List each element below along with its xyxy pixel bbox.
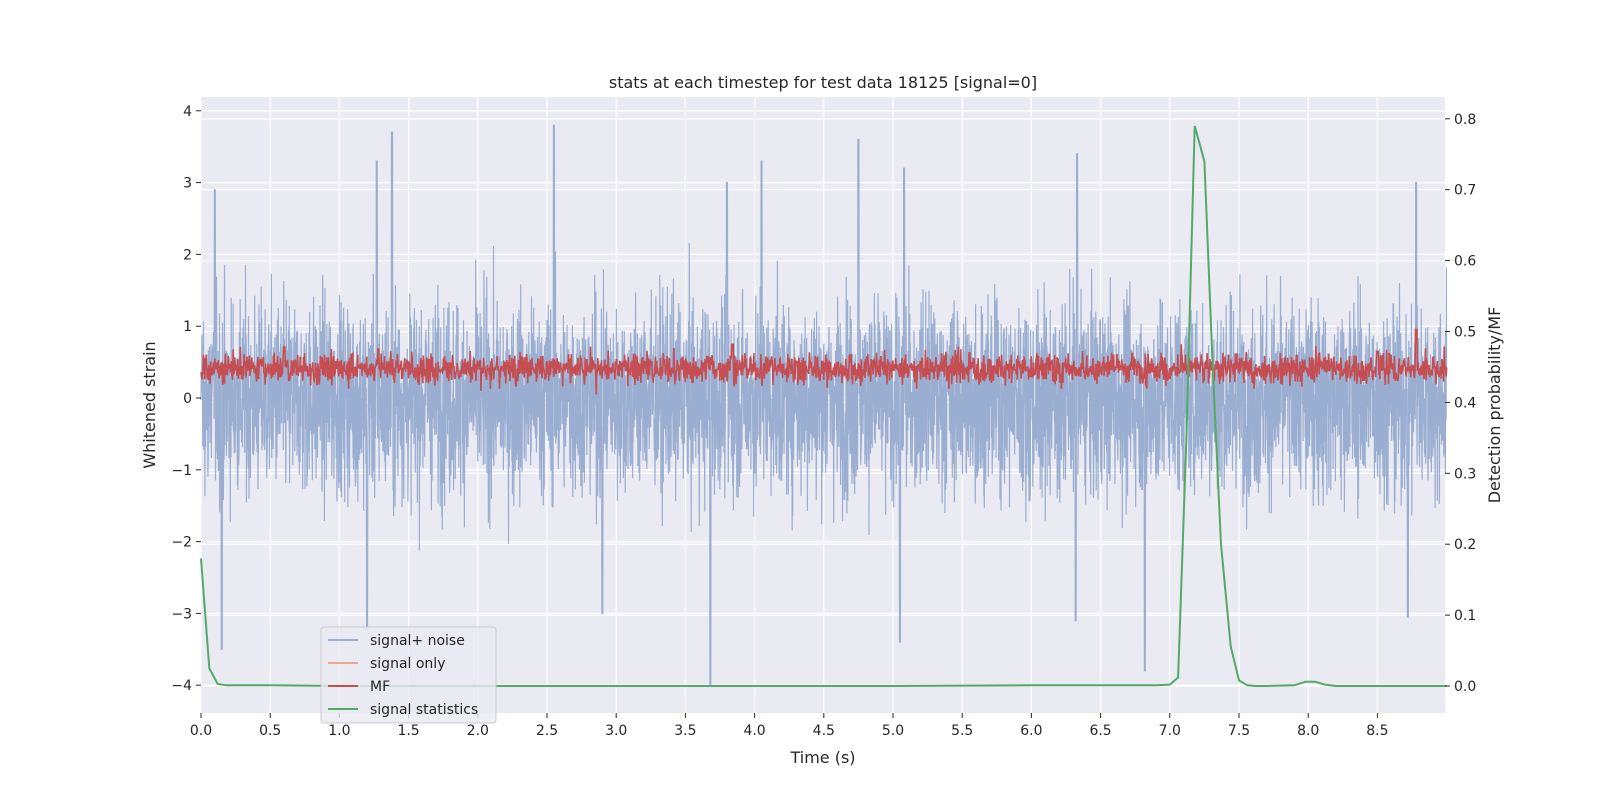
chart-title: stats at each timestep for test data 181… bbox=[609, 73, 1037, 92]
legend-label: MF bbox=[370, 679, 390, 695]
x-tick-label: 1.0 bbox=[328, 723, 350, 739]
y-tick-label: −4 bbox=[171, 678, 192, 694]
x-tick-label: 7.5 bbox=[1228, 723, 1250, 739]
series-layer bbox=[200, 124, 1448, 687]
legend-box bbox=[320, 626, 497, 724]
y-tick-label: −1 bbox=[171, 463, 192, 479]
y-tick-label: 3 bbox=[183, 176, 192, 192]
y2-tick-label: 0.7 bbox=[1454, 183, 1476, 199]
y-tick-label: −2 bbox=[171, 535, 192, 551]
legend-item-signal-only: signal only bbox=[328, 656, 445, 672]
x-tick-label: 2.0 bbox=[467, 723, 489, 739]
legend-item-signal-statistics: signal statistics bbox=[328, 702, 478, 718]
y-axis-title: Whitened strain bbox=[140, 341, 159, 468]
y2-tick-label: 0.4 bbox=[1454, 395, 1476, 411]
x-axis-title: Time (s) bbox=[789, 748, 855, 767]
x-tick-label: 0.5 bbox=[259, 723, 281, 739]
y2-tick-label: 0.6 bbox=[1454, 254, 1476, 270]
x-tick-label: 7.0 bbox=[1159, 723, 1181, 739]
x-tick-label: 3.0 bbox=[605, 723, 627, 739]
x-tick-label: 5.0 bbox=[882, 723, 904, 739]
legend-label: signal statistics bbox=[370, 702, 478, 718]
legend-label: signal+ noise bbox=[370, 633, 465, 649]
y-tick-label: 2 bbox=[183, 247, 192, 263]
y-tick-label: 4 bbox=[183, 104, 192, 120]
y2-tick-label: 0.1 bbox=[1454, 608, 1476, 624]
y2-tick-label: 0.2 bbox=[1454, 537, 1476, 553]
axes-layer: 0.0 0.5 1.0 1.5 2.0 2.5 3.0 3.5 4.0 4.5 5.0 5.5 6.0 6… bbox=[171, 104, 1476, 739]
x-tick-label: 8.5 bbox=[1366, 723, 1388, 739]
series-signal-noise bbox=[200, 124, 1448, 686]
series-mf bbox=[200, 328, 1448, 395]
legend-item-mf: MF bbox=[328, 679, 390, 695]
y-tick-label: 1 bbox=[183, 319, 192, 335]
x-tick-label: 2.5 bbox=[536, 723, 558, 739]
x-tick-label: 0.0 bbox=[190, 723, 212, 739]
y-tick-label: −3 bbox=[171, 606, 192, 622]
y2-tick-label: 0.5 bbox=[1454, 325, 1476, 341]
y2-tick-label: 0.0 bbox=[1454, 679, 1476, 695]
x-tick-label: 6.5 bbox=[1089, 723, 1111, 739]
y2-tick-label: 0.3 bbox=[1454, 466, 1476, 482]
x-tick-label: 1.5 bbox=[397, 723, 419, 739]
legend-label: signal only bbox=[370, 656, 445, 672]
x-tick-label: 5.5 bbox=[951, 723, 973, 739]
legend-item-signal-noise: signal+ noise bbox=[328, 633, 465, 649]
x-tick-label: 3.5 bbox=[674, 723, 696, 739]
x-tick-label: 8.0 bbox=[1297, 723, 1319, 739]
y2-tick-label: 0.8 bbox=[1454, 112, 1476, 128]
x-tick-label: 4.0 bbox=[743, 723, 765, 739]
x-tick-label: 6.0 bbox=[1020, 723, 1042, 739]
legend: signal+ noise signal only MF signal stat… bbox=[320, 626, 497, 724]
series-signal-statistics bbox=[200, 125, 1447, 687]
y-tick-label: 0 bbox=[183, 391, 192, 407]
y2-axis-title: Detection probability/MF bbox=[1485, 307, 1504, 504]
x-tick-label: 4.5 bbox=[813, 723, 835, 739]
